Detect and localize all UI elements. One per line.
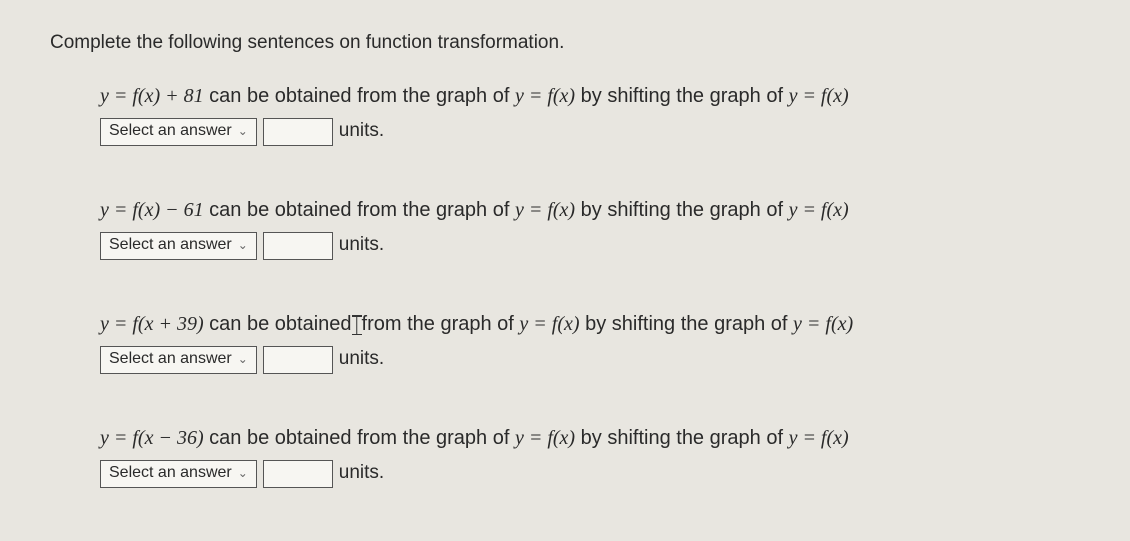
question-2-text: y = f(x) − 61 can be obtained from the g… xyxy=(100,196,1080,224)
q4-direction-select[interactable]: Select an answer ⌄ xyxy=(100,460,257,488)
q2-answer-row: Select an answer ⌄ units. xyxy=(100,232,1080,260)
q1-mid: y = f(x) xyxy=(515,85,575,107)
q3-txt-b: by shifting the graph of xyxy=(580,313,793,335)
q4-end: y = f(x) xyxy=(789,427,849,449)
q4-txt-b: by shifting the graph of xyxy=(575,427,788,449)
q2-end: y = f(x) xyxy=(789,199,849,221)
q2-txt-a: can be obtained from the graph of xyxy=(204,199,515,221)
q2-mid: y = f(x) xyxy=(515,199,575,221)
q4-answer-row: Select an answer ⌄ units. xyxy=(100,460,1080,488)
chevron-down-icon: ⌄ xyxy=(238,465,248,482)
q1-direction-select[interactable]: Select an answer ⌄ xyxy=(100,118,257,146)
text-cursor-icon xyxy=(350,315,364,335)
q1-answer-row: Select an answer ⌄ units. xyxy=(100,118,1080,146)
q1-units-input[interactable] xyxy=(263,118,333,146)
q1-txt-a: can be obtained from the graph of xyxy=(204,85,515,107)
chevron-down-icon: ⌄ xyxy=(238,237,248,254)
q4-units-input[interactable] xyxy=(263,460,333,488)
q1-select-placeholder: Select an answer xyxy=(109,120,232,142)
q2-txt-b: by shifting the graph of xyxy=(575,199,788,221)
question-2: y = f(x) − 61 can be obtained from the g… xyxy=(100,196,1080,260)
q3-units-input[interactable] xyxy=(263,346,333,374)
q2-select-placeholder: Select an answer xyxy=(109,234,232,256)
q4-mid: y = f(x) xyxy=(515,427,575,449)
q3-mid: y = f(x) xyxy=(519,313,579,335)
q3-end: y = f(x) xyxy=(793,313,853,335)
question-3-text: y = f(x + 39) can be obtained from the gr… xyxy=(100,310,1080,338)
q1-lhs: y = f(x) + 81 xyxy=(100,85,204,107)
q1-units-label: units. xyxy=(339,118,384,145)
q1-end: y = f(x) xyxy=(789,85,849,107)
question-3: y = f(x + 39) can be obtained from the gr… xyxy=(100,310,1080,374)
q3-lhs: y = f(x + 39) xyxy=(100,313,204,335)
chevron-down-icon: ⌄ xyxy=(238,351,248,368)
q2-units-label: units. xyxy=(339,232,384,259)
question-4: y = f(x − 36) can be obtained from the g… xyxy=(100,424,1080,488)
q3-select-placeholder: Select an answer xyxy=(109,348,232,370)
q4-select-placeholder: Select an answer xyxy=(109,462,232,484)
q3-units-label: units. xyxy=(339,346,384,373)
q4-txt-a: can be obtained from the graph of xyxy=(204,427,515,449)
q3-txt-a2: from the graph of xyxy=(362,313,520,335)
question-4-text: y = f(x − 36) can be obtained from the g… xyxy=(100,424,1080,452)
page-title: Complete the following sentences on func… xyxy=(50,30,1080,57)
q4-lhs: y = f(x − 36) xyxy=(100,427,204,449)
q3-answer-row: Select an answer ⌄ units. xyxy=(100,346,1080,374)
q3-txt-a: can be obtained xyxy=(204,313,352,335)
question-1-text: y = f(x) + 81 can be obtained from the g… xyxy=(100,82,1080,110)
q2-direction-select[interactable]: Select an answer ⌄ xyxy=(100,232,257,260)
q4-units-label: units. xyxy=(339,460,384,487)
q3-direction-select[interactable]: Select an answer ⌄ xyxy=(100,346,257,374)
q2-lhs: y = f(x) − 61 xyxy=(100,199,204,221)
question-1: y = f(x) + 81 can be obtained from the g… xyxy=(100,82,1080,146)
q2-units-input[interactable] xyxy=(263,232,333,260)
chevron-down-icon: ⌄ xyxy=(238,123,248,140)
q1-txt-b: by shifting the graph of xyxy=(575,85,788,107)
